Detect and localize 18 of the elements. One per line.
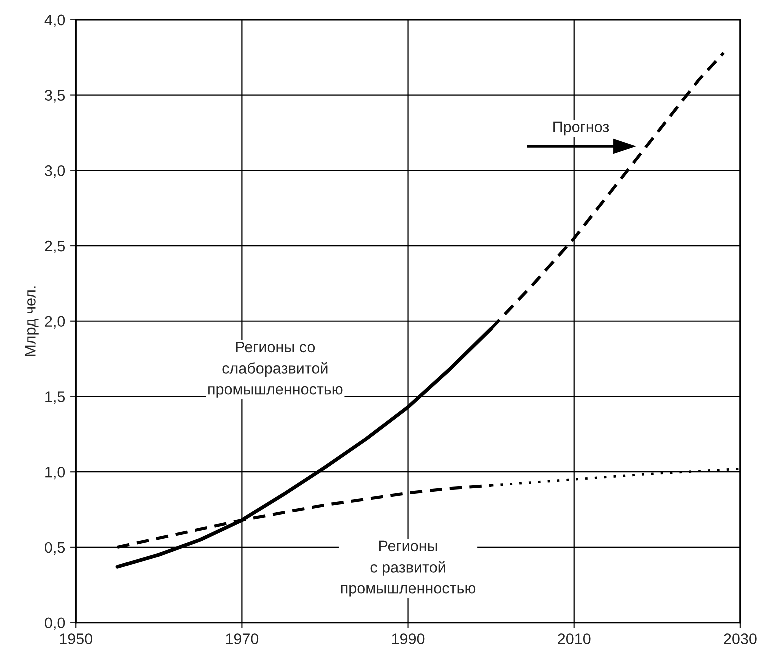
y-tick-label: 4,0 bbox=[44, 14, 66, 28]
x-tick-label: 2030 bbox=[724, 634, 757, 644]
y-tick-label: 1,0 bbox=[46, 466, 66, 480]
x-tick-label: 1950 bbox=[60, 634, 92, 644]
x-tick-label: 1990 bbox=[392, 634, 425, 644]
annotation: Регионы с развитой промышленностью bbox=[341, 540, 476, 597]
y-tick-label: 1,5 bbox=[46, 392, 66, 404]
annotation: Прогноз bbox=[554, 122, 610, 136]
y-tick-label: 2,5 bbox=[45, 240, 66, 254]
annotation: Регионы со слаборазвитой промышленностью bbox=[208, 342, 343, 398]
y-tick-label: 3,5 bbox=[45, 90, 66, 103]
y-tick-label: 0,5 bbox=[45, 542, 66, 555]
x-tick-label: 1970 bbox=[226, 634, 259, 644]
y-axis-title: Млрд чел. bbox=[25, 286, 39, 356]
y-tick-label: 0,0 bbox=[45, 618, 66, 630]
y-tick-label: 3,0 bbox=[45, 166, 66, 178]
x-tick-label: 2010 bbox=[558, 634, 591, 644]
y-tick-label: 2,0 bbox=[45, 316, 66, 329]
